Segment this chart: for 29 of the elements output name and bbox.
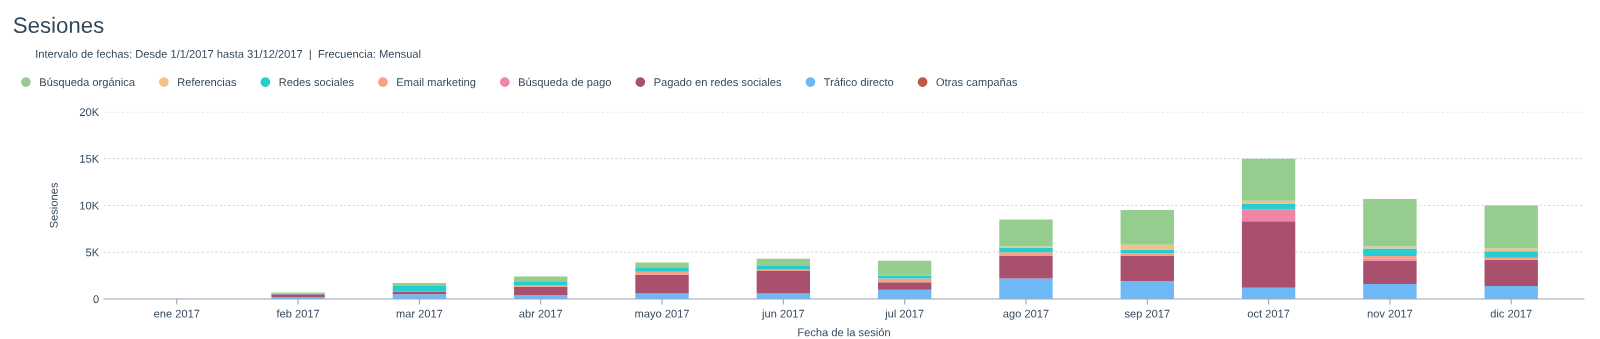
x-tick-label: mayo 2017 — [635, 309, 689, 320]
x-tick-label: jun 2017 — [761, 309, 805, 320]
x-tick-label: jul 2017 — [884, 309, 924, 320]
x-tick-label: abr 2017 — [519, 309, 563, 318]
x-tick-label: ago 2017 — [1003, 309, 1049, 320]
x-tick-label: feb 2017 — [276, 309, 320, 318]
x-tick-label: ene 2017 — [154, 309, 200, 318]
legend-label: Redes sociales — [279, 77, 354, 87]
x-axis-title: Fecha de la sesión — [798, 327, 890, 337]
legend-label: Búsqueda de pago — [519, 77, 611, 89]
legend-label: Referencias — [178, 77, 237, 87]
y-axis-title: Sesiones — [49, 182, 58, 228]
y-tick-label: 10K — [80, 201, 100, 210]
x-tick-label: sep 2017 — [1124, 309, 1170, 320]
chart-subtitle: Intervalo de fechas: Desde 1/1/2017 hasta 31/12/2017 | Frecuencia: Mensual — [36, 49, 421, 61]
y-tick-label: 15K — [80, 155, 100, 163]
legend-label: Tráfico directo — [823, 77, 894, 87]
chart-title: Sesiones — [13, 16, 104, 34]
legend-label: Email marketing — [397, 77, 476, 89]
legend-label: Búsqueda orgánica — [40, 77, 135, 89]
legend-label: Otras campañas — [936, 78, 1018, 89]
x-tick-label: mar 2017 — [396, 309, 443, 318]
y-tick-label: 20K — [79, 108, 100, 117]
y-tick-label: 0 — [93, 295, 99, 304]
legend-label: Pagado en redes sociales — [654, 77, 782, 89]
x-tick-label: nov 2017 — [1367, 309, 1413, 318]
x-tick-label: dic 2017 — [1490, 309, 1532, 318]
x-tick-label: oct 2017 — [1247, 309, 1290, 318]
y-tick-label: 5K — [85, 248, 100, 257]
